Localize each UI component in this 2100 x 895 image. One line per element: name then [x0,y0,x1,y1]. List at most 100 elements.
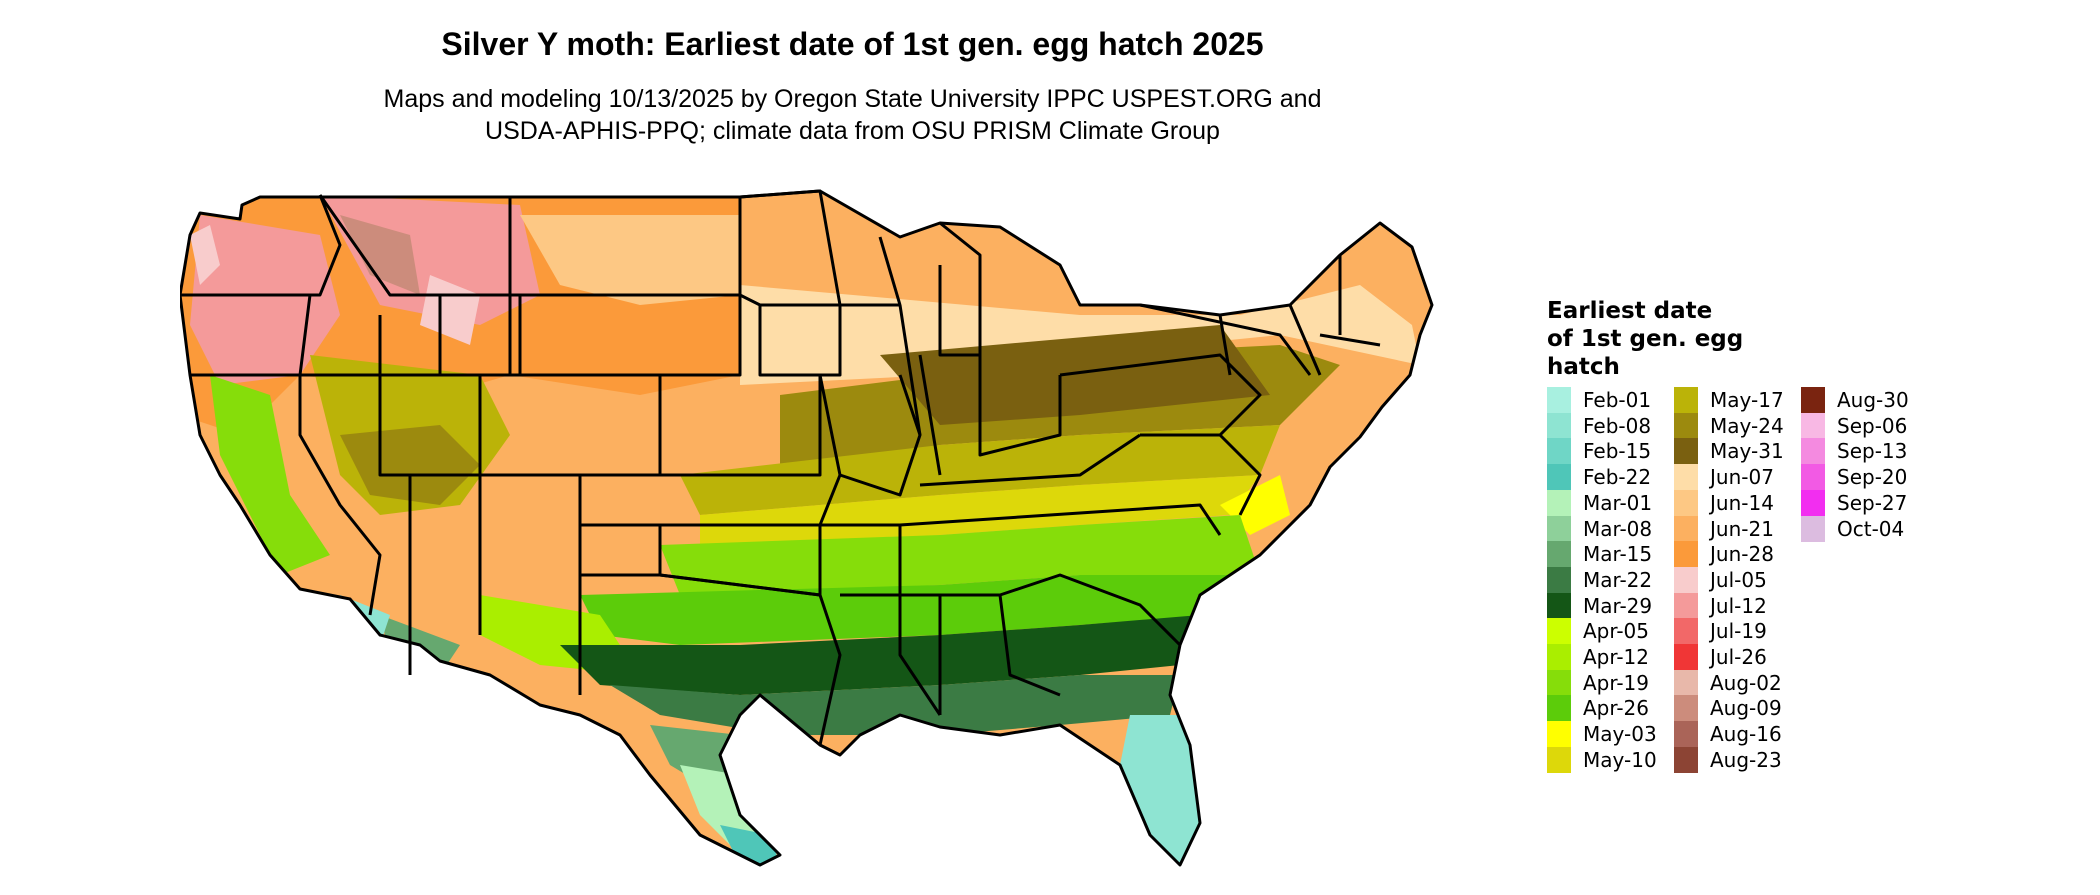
ks-border [658,375,822,477]
pa-wv-border [1059,353,1262,437]
mi-border [938,221,982,357]
legend-entry: Sep-13 [1801,438,1908,465]
legend-label: Apr-12 [1583,645,1649,669]
band-feb-08-fl [1120,715,1200,865]
legend-label: Jul-19 [1710,619,1767,644]
map-subtitle: Maps and modeling 10/13/2025 by Oregon S… [0,83,1705,147]
la-ms-border [840,593,942,716]
us-outline [180,189,1434,867]
legend-label: Aug-09 [1710,696,1782,721]
legend-swatch [1674,592,1698,619]
band-apr-19-west [210,375,330,575]
legend-entry: May-10 [1547,746,1657,773]
legend-entry: Mar-15 [1547,541,1652,568]
band-may-31 [880,325,1270,425]
legend-label: Mar-29 [1583,593,1653,618]
legend-swatch [1801,412,1825,439]
legend-entry: Jul-05 [1674,566,1767,593]
legend-swatch [1674,541,1698,568]
legend-entry: Aug-30 [1801,387,1909,413]
legend-label: May-24 [1710,413,1784,438]
legend-entry: Mar-29 [1547,592,1653,619]
legend-entry: May-03 [1547,721,1657,748]
legend-label: Mar-08 [1583,516,1653,541]
new-england-borders [1288,255,1381,376]
us-egg-hatch-map [180,189,1434,867]
legend-entry: Aug-23 [1674,746,1782,773]
legend-swatch [1547,592,1571,619]
legend-label: Apr-26 [1583,696,1649,721]
legend-label: Mar-01 [1583,490,1653,515]
legend-label: Feb-22 [1583,465,1652,490]
legend-title-line-1: Earliest date [1547,298,1713,324]
legend-swatch [1547,387,1571,413]
legend-label: Sep-20 [1837,465,1908,490]
band-jul-05 [420,275,480,345]
legend-entry: Mar-22 [1547,566,1653,593]
band-apr-26 [580,575,1260,645]
legend-label: Feb-15 [1583,439,1652,464]
ia-border [758,305,842,377]
legend-label: Feb-08 [1583,413,1652,438]
band-jun-14 [520,215,740,305]
legend-label: Apr-05 [1583,619,1649,644]
legend-swatch [1674,412,1698,439]
legend-label: Aug-30 [1837,388,1909,412]
legend-label: Sep-06 [1837,413,1908,438]
legend-swatch [1674,721,1698,748]
legend-label: May-17 [1710,388,1784,412]
subtitle-line-1: Maps and modeling 10/13/2025 by Oregon S… [383,85,1322,113]
legend-entry: Apr-05 [1547,618,1649,645]
legend-entry: Jun-28 [1674,541,1774,568]
legend-swatch [1547,644,1571,670]
ny-border [1139,303,1312,376]
legend-label: Jun-21 [1710,516,1774,541]
wa-or-id-border [180,194,342,297]
ms-al-ga-border [900,593,1061,715]
legend-entry: Apr-12 [1547,644,1649,670]
legend-swatch [1801,464,1825,491]
state-boundaries [180,189,1434,867]
legend-swatch [1547,438,1571,465]
legend-label: Mar-22 [1583,567,1653,592]
legend-entry: Jun-14 [1674,489,1774,516]
legend-label: Feb-01 [1583,388,1652,412]
legend-entry: Aug-16 [1674,721,1782,748]
legend-label: Jun-14 [1710,490,1774,515]
band-may-17 [680,425,1280,515]
md-de-border [1218,433,1262,516]
legend-swatch [1547,541,1571,568]
legend-swatch [1547,489,1571,516]
mo-border [818,374,922,497]
legend-entry: May-17 [1674,387,1784,413]
legend-entry: Aug-09 [1674,695,1782,722]
legend-entry: Mar-01 [1547,489,1653,516]
legend-swatch [1674,566,1698,593]
legend-swatch [1674,669,1698,696]
legend-label: Sep-13 [1837,439,1908,464]
ne-border [510,295,742,377]
legend-entry: Feb-08 [1547,412,1652,439]
legend-label: Jul-12 [1710,593,1767,618]
map-fill-bands [180,191,1432,865]
legend-entry: Oct-04 [1801,515,1905,542]
legend-entry: Feb-01 [1547,387,1651,413]
legend-label: Oct-04 [1837,516,1905,541]
legend-entry: Sep-27 [1801,489,1907,516]
legend-label: Aug-23 [1710,747,1782,772]
legend-swatch [1801,489,1825,516]
legend-label: May-03 [1583,722,1657,747]
legend-swatch [1547,695,1571,722]
tx-border [580,573,842,746]
legend-label: Jul-05 [1710,567,1767,592]
legend-swatch [1674,438,1698,465]
legend-label: Aug-02 [1710,670,1782,695]
legend-entry: Jul-19 [1674,618,1767,645]
legend-entry: Jun-07 [1674,464,1774,491]
legend-swatch [1801,515,1825,542]
map-title: Silver Y moth: Earliest date of 1st gen.… [441,26,1264,62]
legend-label: May-10 [1583,747,1657,772]
band-jul-12-west [190,215,340,385]
band-jul-05-coast [190,225,220,285]
legend-entry: Feb-15 [1547,438,1652,465]
